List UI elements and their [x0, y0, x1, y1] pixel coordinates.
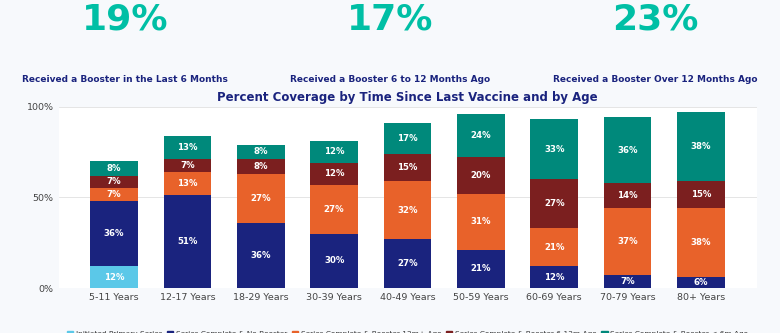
Text: 20%: 20%	[471, 171, 491, 180]
Bar	[310, 141, 358, 163]
Bar	[604, 118, 651, 183]
Bar	[164, 159, 211, 172]
Text: 17%: 17%	[397, 134, 418, 143]
Text: 19%: 19%	[82, 3, 168, 37]
Text: 21%: 21%	[470, 264, 491, 273]
Legend: Initiated Primary Series, Series Complete & No Booster, Series Complete & Booste: Initiated Primary Series, Series Complet…	[64, 328, 751, 333]
Bar	[384, 181, 431, 239]
Bar	[677, 208, 725, 277]
Text: 7%: 7%	[107, 190, 122, 199]
Text: Received a Booster 6 to 12 Months Ago: Received a Booster 6 to 12 Months Ago	[290, 75, 490, 85]
Text: 23%: 23%	[612, 3, 698, 37]
Text: 8%: 8%	[254, 148, 268, 157]
Title: Percent Coverage by Time Since Last Vaccine and by Age: Percent Coverage by Time Since Last Vacc…	[218, 91, 597, 104]
Bar	[90, 201, 138, 266]
Bar	[384, 154, 431, 181]
Text: 21%: 21%	[544, 243, 565, 252]
Text: 7%: 7%	[180, 161, 195, 170]
Text: 17%: 17%	[347, 3, 433, 37]
Bar	[164, 136, 211, 159]
Text: 31%: 31%	[470, 217, 491, 226]
Bar	[90, 188, 138, 201]
Bar	[530, 266, 578, 288]
Bar	[237, 223, 285, 288]
Text: 32%: 32%	[397, 205, 418, 214]
Bar	[310, 163, 358, 184]
Bar	[530, 179, 578, 228]
Bar	[457, 114, 505, 158]
Text: 38%: 38%	[691, 142, 711, 151]
Bar	[457, 250, 505, 288]
Text: 51%: 51%	[177, 237, 197, 246]
Text: 33%: 33%	[544, 145, 565, 154]
Text: 24%: 24%	[470, 131, 491, 140]
Text: 14%: 14%	[617, 191, 638, 200]
Bar	[310, 234, 358, 288]
Bar	[164, 172, 211, 195]
Text: Received a Booster in the Last 6 Months: Received a Booster in the Last 6 Months	[22, 75, 228, 85]
Bar	[604, 275, 651, 288]
Bar	[604, 183, 651, 208]
Text: 36%: 36%	[618, 146, 638, 155]
Text: 27%: 27%	[397, 259, 418, 268]
Text: Received a Booster Over 12 Months Ago: Received a Booster Over 12 Months Ago	[553, 75, 757, 85]
Bar	[310, 184, 358, 234]
Text: 12%: 12%	[324, 169, 345, 178]
Bar	[90, 266, 138, 288]
Bar	[237, 174, 285, 223]
Text: 27%: 27%	[324, 204, 345, 213]
Text: 12%: 12%	[544, 273, 565, 282]
Bar	[530, 228, 578, 266]
Text: 8%: 8%	[254, 162, 268, 171]
Bar	[677, 181, 725, 208]
Text: 7%: 7%	[107, 177, 122, 186]
Bar	[237, 159, 285, 174]
Bar	[604, 208, 651, 275]
Text: 13%: 13%	[177, 143, 197, 152]
Text: 38%: 38%	[691, 238, 711, 247]
Bar	[530, 119, 578, 179]
Bar	[457, 194, 505, 250]
Text: 37%: 37%	[617, 237, 638, 246]
Text: 8%: 8%	[107, 164, 122, 173]
Text: 27%: 27%	[250, 194, 271, 203]
Text: 15%: 15%	[691, 190, 711, 199]
Text: 15%: 15%	[397, 163, 418, 172]
Text: 12%: 12%	[324, 148, 345, 157]
Bar	[677, 112, 725, 181]
Bar	[677, 277, 725, 288]
Bar	[384, 123, 431, 154]
Text: 13%: 13%	[177, 179, 197, 188]
Text: 27%: 27%	[544, 199, 565, 208]
Text: 12%: 12%	[104, 273, 124, 282]
Text: 36%: 36%	[104, 229, 124, 238]
Text: 36%: 36%	[250, 251, 271, 260]
Bar	[457, 158, 505, 194]
Bar	[90, 175, 138, 188]
Text: 6%: 6%	[693, 278, 708, 287]
Bar	[90, 161, 138, 175]
Bar	[384, 239, 431, 288]
Bar	[237, 145, 285, 159]
Text: 30%: 30%	[324, 256, 344, 265]
Bar	[164, 195, 211, 288]
Text: 7%: 7%	[620, 277, 635, 286]
